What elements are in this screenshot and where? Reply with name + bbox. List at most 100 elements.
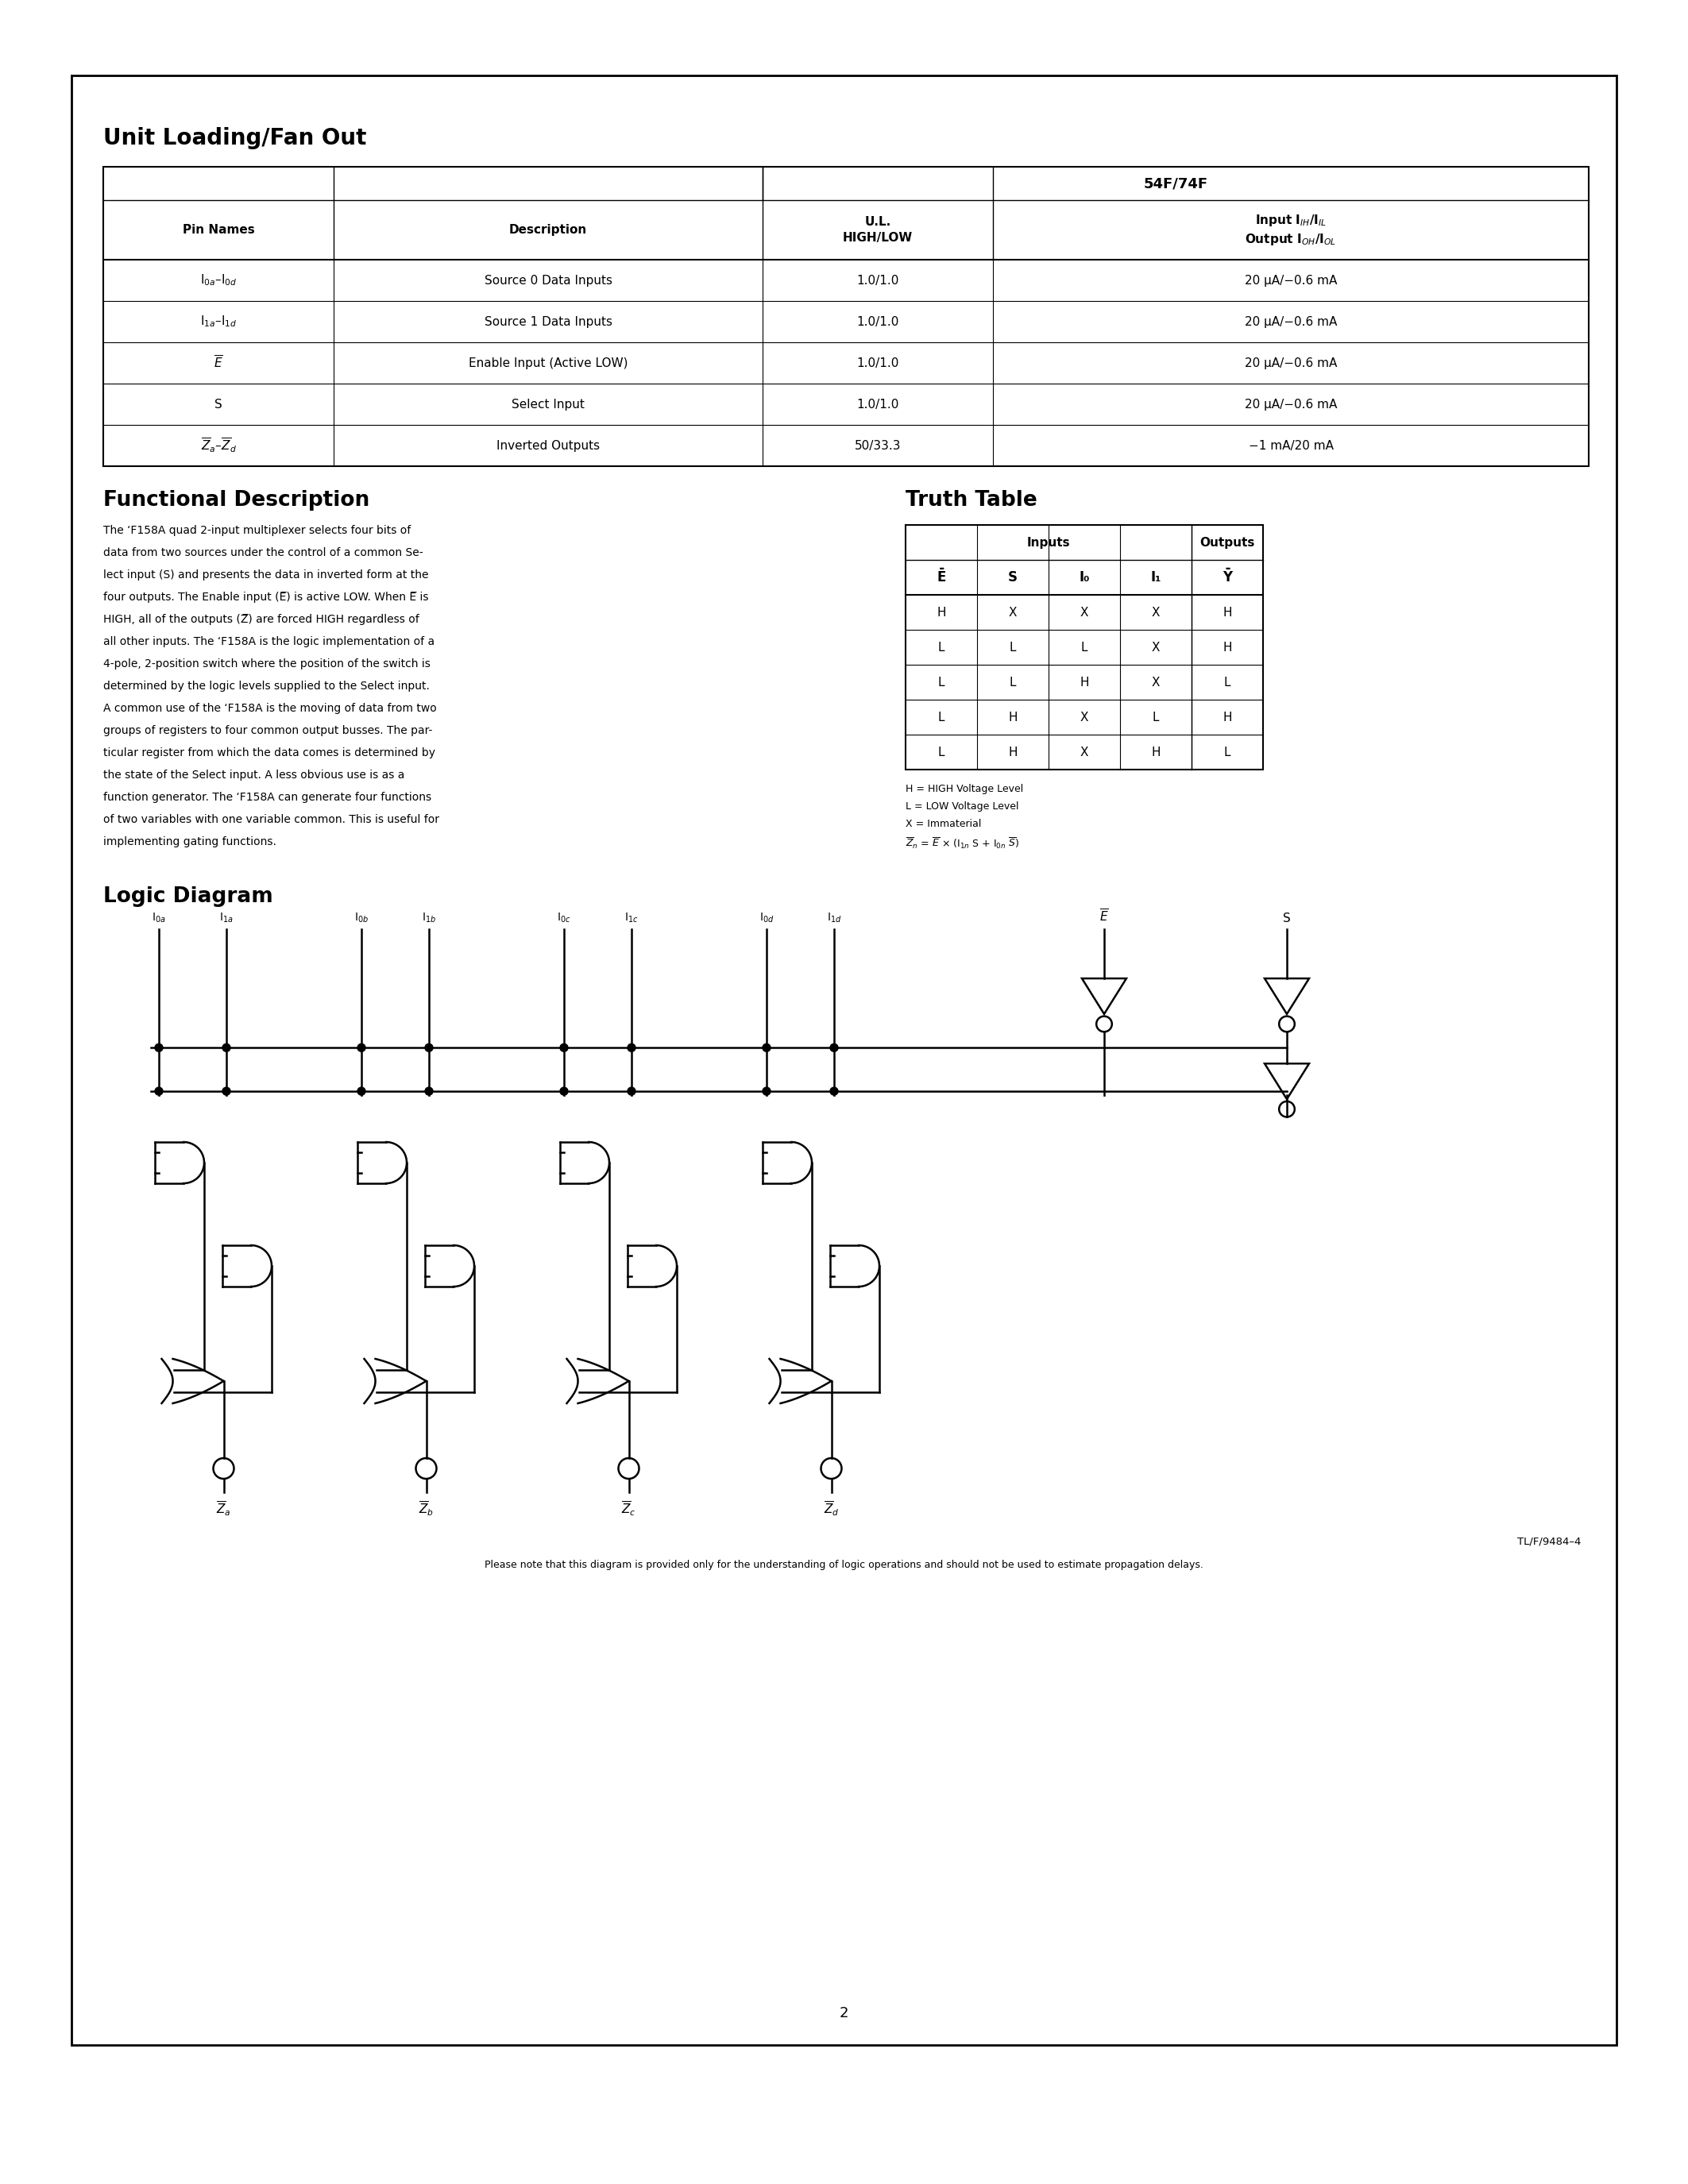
Text: function generator. The ‘F158A can generate four functions: function generator. The ‘F158A can gener… [103,793,432,804]
Text: 4-pole, 2-position switch where the position of the switch is: 4-pole, 2-position switch where the posi… [103,657,430,670]
Circle shape [155,1044,162,1053]
Text: Source 1 Data Inputs: Source 1 Data Inputs [484,317,613,328]
Text: L: L [939,677,945,688]
Text: I$_{1d}$: I$_{1d}$ [827,911,842,924]
Text: Ȳ: Ȳ [1222,570,1232,585]
Text: L: L [1080,642,1087,653]
Text: Inverted Outputs: Inverted Outputs [496,439,599,452]
Circle shape [628,1044,635,1053]
Text: H: H [1008,712,1018,723]
Text: X: X [1080,607,1089,618]
Text: L: L [939,712,945,723]
Text: $\overline{Z}_a$: $\overline{Z}_a$ [216,1500,231,1518]
Text: 20 μA/−0.6 mA: 20 μA/−0.6 mA [1244,275,1337,286]
Text: Input I$_{IH}$/I$_{IL}$
Output I$_{OH}$/I$_{OL}$: Input I$_{IH}$/I$_{IL}$ Output I$_{OH}$/… [1246,212,1337,247]
Text: I₀: I₀ [1079,570,1090,585]
Text: L: L [1009,677,1016,688]
Text: 20 μA/−0.6 mA: 20 μA/−0.6 mA [1244,317,1337,328]
Text: X = Immaterial: X = Immaterial [905,819,981,830]
Text: TL/F/9484–4: TL/F/9484–4 [1518,1535,1580,1546]
Text: 1.0/1.0: 1.0/1.0 [856,397,900,411]
Text: X: X [1080,712,1089,723]
Text: L: L [939,747,945,758]
Text: The ‘F158A quad 2-input multiplexer selects four bits of: The ‘F158A quad 2-input multiplexer sele… [103,524,410,535]
Text: Truth Table: Truth Table [905,489,1036,511]
Text: L: L [1224,747,1231,758]
Text: H: H [937,607,945,618]
Text: Functional Description: Functional Description [103,489,370,511]
Text: Enable Input (Active LOW): Enable Input (Active LOW) [469,356,628,369]
Text: 20 μA/−0.6 mA: 20 μA/−0.6 mA [1244,397,1337,411]
Text: X: X [1151,607,1160,618]
Text: I$_{1b}$: I$_{1b}$ [422,911,436,924]
Circle shape [425,1088,432,1094]
Text: L: L [1224,677,1231,688]
Text: Please note that this diagram is provided only for the understanding of logic op: Please note that this diagram is provide… [484,1559,1204,1570]
Circle shape [358,1088,365,1094]
Circle shape [830,1044,837,1053]
Text: I$_{0c}$: I$_{0c}$ [557,911,571,924]
Text: H: H [1008,747,1018,758]
Text: I$_{0d}$: I$_{0d}$ [760,911,775,924]
Text: X: X [1009,607,1016,618]
Text: A common use of the ‘F158A is the moving of data from two: A common use of the ‘F158A is the moving… [103,703,437,714]
Circle shape [628,1088,635,1094]
Text: 50/33.3: 50/33.3 [854,439,901,452]
Text: X: X [1151,677,1160,688]
Text: four outputs. The Enable input (E̅) is active LOW. When E̅ is: four outputs. The Enable input (E̅) is a… [103,592,429,603]
Text: −1 mA/20 mA: −1 mA/20 mA [1249,439,1334,452]
Circle shape [223,1044,230,1053]
Circle shape [223,1088,230,1094]
Text: Inputs: Inputs [1026,537,1070,548]
Text: Source 0 Data Inputs: Source 0 Data Inputs [484,275,613,286]
Text: HIGH, all of the outputs (Z̅) are forced HIGH regardless of: HIGH, all of the outputs (Z̅) are forced… [103,614,419,625]
Text: of two variables with one variable common. This is useful for: of two variables with one variable commo… [103,815,439,826]
Text: H: H [1151,747,1160,758]
Text: implementing gating functions.: implementing gating functions. [103,836,277,847]
Text: Select Input: Select Input [511,397,584,411]
Text: groups of registers to four common output busses. The par-: groups of registers to four common outpu… [103,725,432,736]
Circle shape [560,1088,567,1094]
Text: $\overline{E}$: $\overline{E}$ [1099,909,1109,924]
Bar [103,166,1588,465]
Circle shape [763,1088,770,1094]
Circle shape [830,1088,837,1094]
Text: S: S [214,397,223,411]
Text: the state of the Select input. A less obvious use is as a: the state of the Select input. A less ob… [103,769,405,780]
Text: L: L [1009,642,1016,653]
Text: determined by the logic levels supplied to the Select input.: determined by the logic levels supplied … [103,681,430,692]
Text: $\overline{Z}_a$–$\overline{Z}_d$: $\overline{Z}_a$–$\overline{Z}_d$ [201,437,236,454]
Text: I₁: I₁ [1151,570,1161,585]
Text: I$_{0a}$: I$_{0a}$ [152,911,165,924]
Text: L = LOW Voltage Level: L = LOW Voltage Level [905,802,1020,812]
Text: Pin Names: Pin Names [182,225,255,236]
Text: L: L [1153,712,1160,723]
Circle shape [155,1088,162,1094]
Text: L: L [939,642,945,653]
Text: 20 μA/−0.6 mA: 20 μA/−0.6 mA [1244,356,1337,369]
Text: 1.0/1.0: 1.0/1.0 [856,275,900,286]
Text: lect input (S) and presents the data in inverted form at the: lect input (S) and presents the data in … [103,570,429,581]
Text: U.L.
HIGH/LOW: U.L. HIGH/LOW [842,216,913,245]
Text: $\overline{Z}_n$ = $\overline{E}$ × (I$_{1n}$ S + I$_{0n}$ $\overline{S}$): $\overline{Z}_n$ = $\overline{E}$ × (I$_… [905,836,1020,852]
Text: Ē: Ē [937,570,945,585]
Text: I$_{0b}$: I$_{0b}$ [354,911,368,924]
Text: S: S [1008,570,1018,585]
Text: $\overline{Z}_b$: $\overline{Z}_b$ [419,1500,434,1518]
Bar [905,524,1263,769]
Text: S: S [1283,913,1291,924]
Text: X: X [1080,747,1089,758]
Text: Outputs: Outputs [1200,537,1254,548]
Text: I$_{1a}$–I$_{1d}$: I$_{1a}$–I$_{1d}$ [201,314,236,330]
Circle shape [560,1044,567,1053]
Text: X: X [1151,642,1160,653]
Text: H: H [1222,642,1232,653]
Text: I$_{0a}$–I$_{0d}$: I$_{0a}$–I$_{0d}$ [201,273,236,288]
Text: $\overline{Z}_d$: $\overline{Z}_d$ [824,1500,839,1518]
Text: 54F/74F: 54F/74F [1143,177,1209,190]
Text: all other inputs. The ‘F158A is the logic implementation of a: all other inputs. The ‘F158A is the logi… [103,636,434,646]
Text: Logic Diagram: Logic Diagram [103,887,273,906]
Text: 1.0/1.0: 1.0/1.0 [856,317,900,328]
Text: I$_{1a}$: I$_{1a}$ [219,911,233,924]
Circle shape [358,1044,365,1053]
